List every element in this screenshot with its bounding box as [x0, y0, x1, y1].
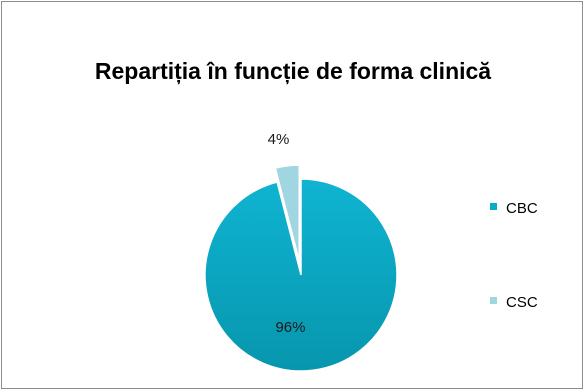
- pie-data-labels: 96% 4%: [268, 131, 306, 336]
- legend-label-csc: CSC: [506, 294, 538, 311]
- legend-label-cbc: CBC: [506, 200, 538, 217]
- legend: CBC CSC: [490, 200, 538, 311]
- pie-slice-cbc: [204, 178, 398, 372]
- data-label-csc: 4%: [268, 131, 290, 148]
- pie-slices: [204, 164, 398, 372]
- chart-title: Repartiția în funcție de forma clinică: [94, 58, 492, 84]
- pie-slice-csc: [274, 164, 300, 262]
- legend-swatch-csc: [490, 297, 497, 304]
- data-label-cbc: 96%: [275, 319, 305, 336]
- legend-swatch-cbc: [490, 203, 497, 210]
